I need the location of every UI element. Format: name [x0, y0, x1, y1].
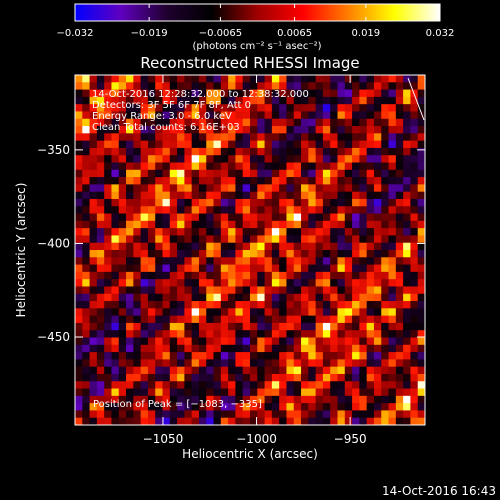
colorbar [74, 3, 441, 22]
x-tick-label: −1050 [143, 432, 184, 446]
x-axis-label: Heliocentric X (arcsec) [182, 447, 318, 461]
annotation-time-range: 14-Oct-2016 12:28:32.000 to 12:38:32.000 [92, 89, 309, 100]
peak-position-label: Position of Peak = [−1083, −335] [93, 399, 262, 410]
x-axis-ticks: −1050 −1000 −950 [143, 75, 367, 446]
annotation-detectors: Detectors: 3F 5F 6F 7F 8F, Att 0 [92, 100, 251, 111]
colorbar-tick-label: −0.032 [56, 28, 93, 39]
colorbar-ticks: −0.032 −0.019 −0.0065 0.0065 0.019 0.032 [56, 4, 454, 39]
x-tick-label: −1000 [236, 432, 277, 446]
colorbar-tick-label: −0.0065 [199, 28, 242, 39]
annotation-clean-counts: Clean Total counts: 6.16E+03 [92, 122, 240, 133]
y-tick-label: −350 [37, 143, 70, 157]
y-axis-label: Heliocentric Y (arcsec) [14, 183, 28, 318]
annotation-block: 14-Oct-2016 12:28:32.000 to 12:38:32.000… [92, 89, 309, 410]
heatmap-image [75, 75, 425, 425]
chart-title: Reconstructed RHESSI Image [140, 54, 359, 72]
colorbar-unit-label: (photons cm⁻² s⁻¹ asec⁻²) [192, 41, 321, 52]
plot-timestamp: 14-Oct-2016 16:43 [382, 484, 496, 498]
y-axis-ticks: −450 −400 −350 [37, 143, 425, 344]
colorbar-tick-label: 0.019 [352, 28, 381, 39]
y-tick-label: −400 [37, 236, 70, 250]
annotation-energy-range: Energy Range: 3.0 - 6.0 keV [92, 111, 232, 122]
colorbar-tick-label: 0.0065 [277, 28, 312, 39]
colorbar-tick-label: −0.019 [131, 28, 168, 39]
limb-marker [407, 77, 425, 121]
x-tick-label: −950 [334, 432, 367, 446]
colorbar-tick-label: 0.032 [426, 28, 455, 39]
plot-frame [74, 74, 426, 426]
y-tick-label: −450 [37, 330, 70, 344]
